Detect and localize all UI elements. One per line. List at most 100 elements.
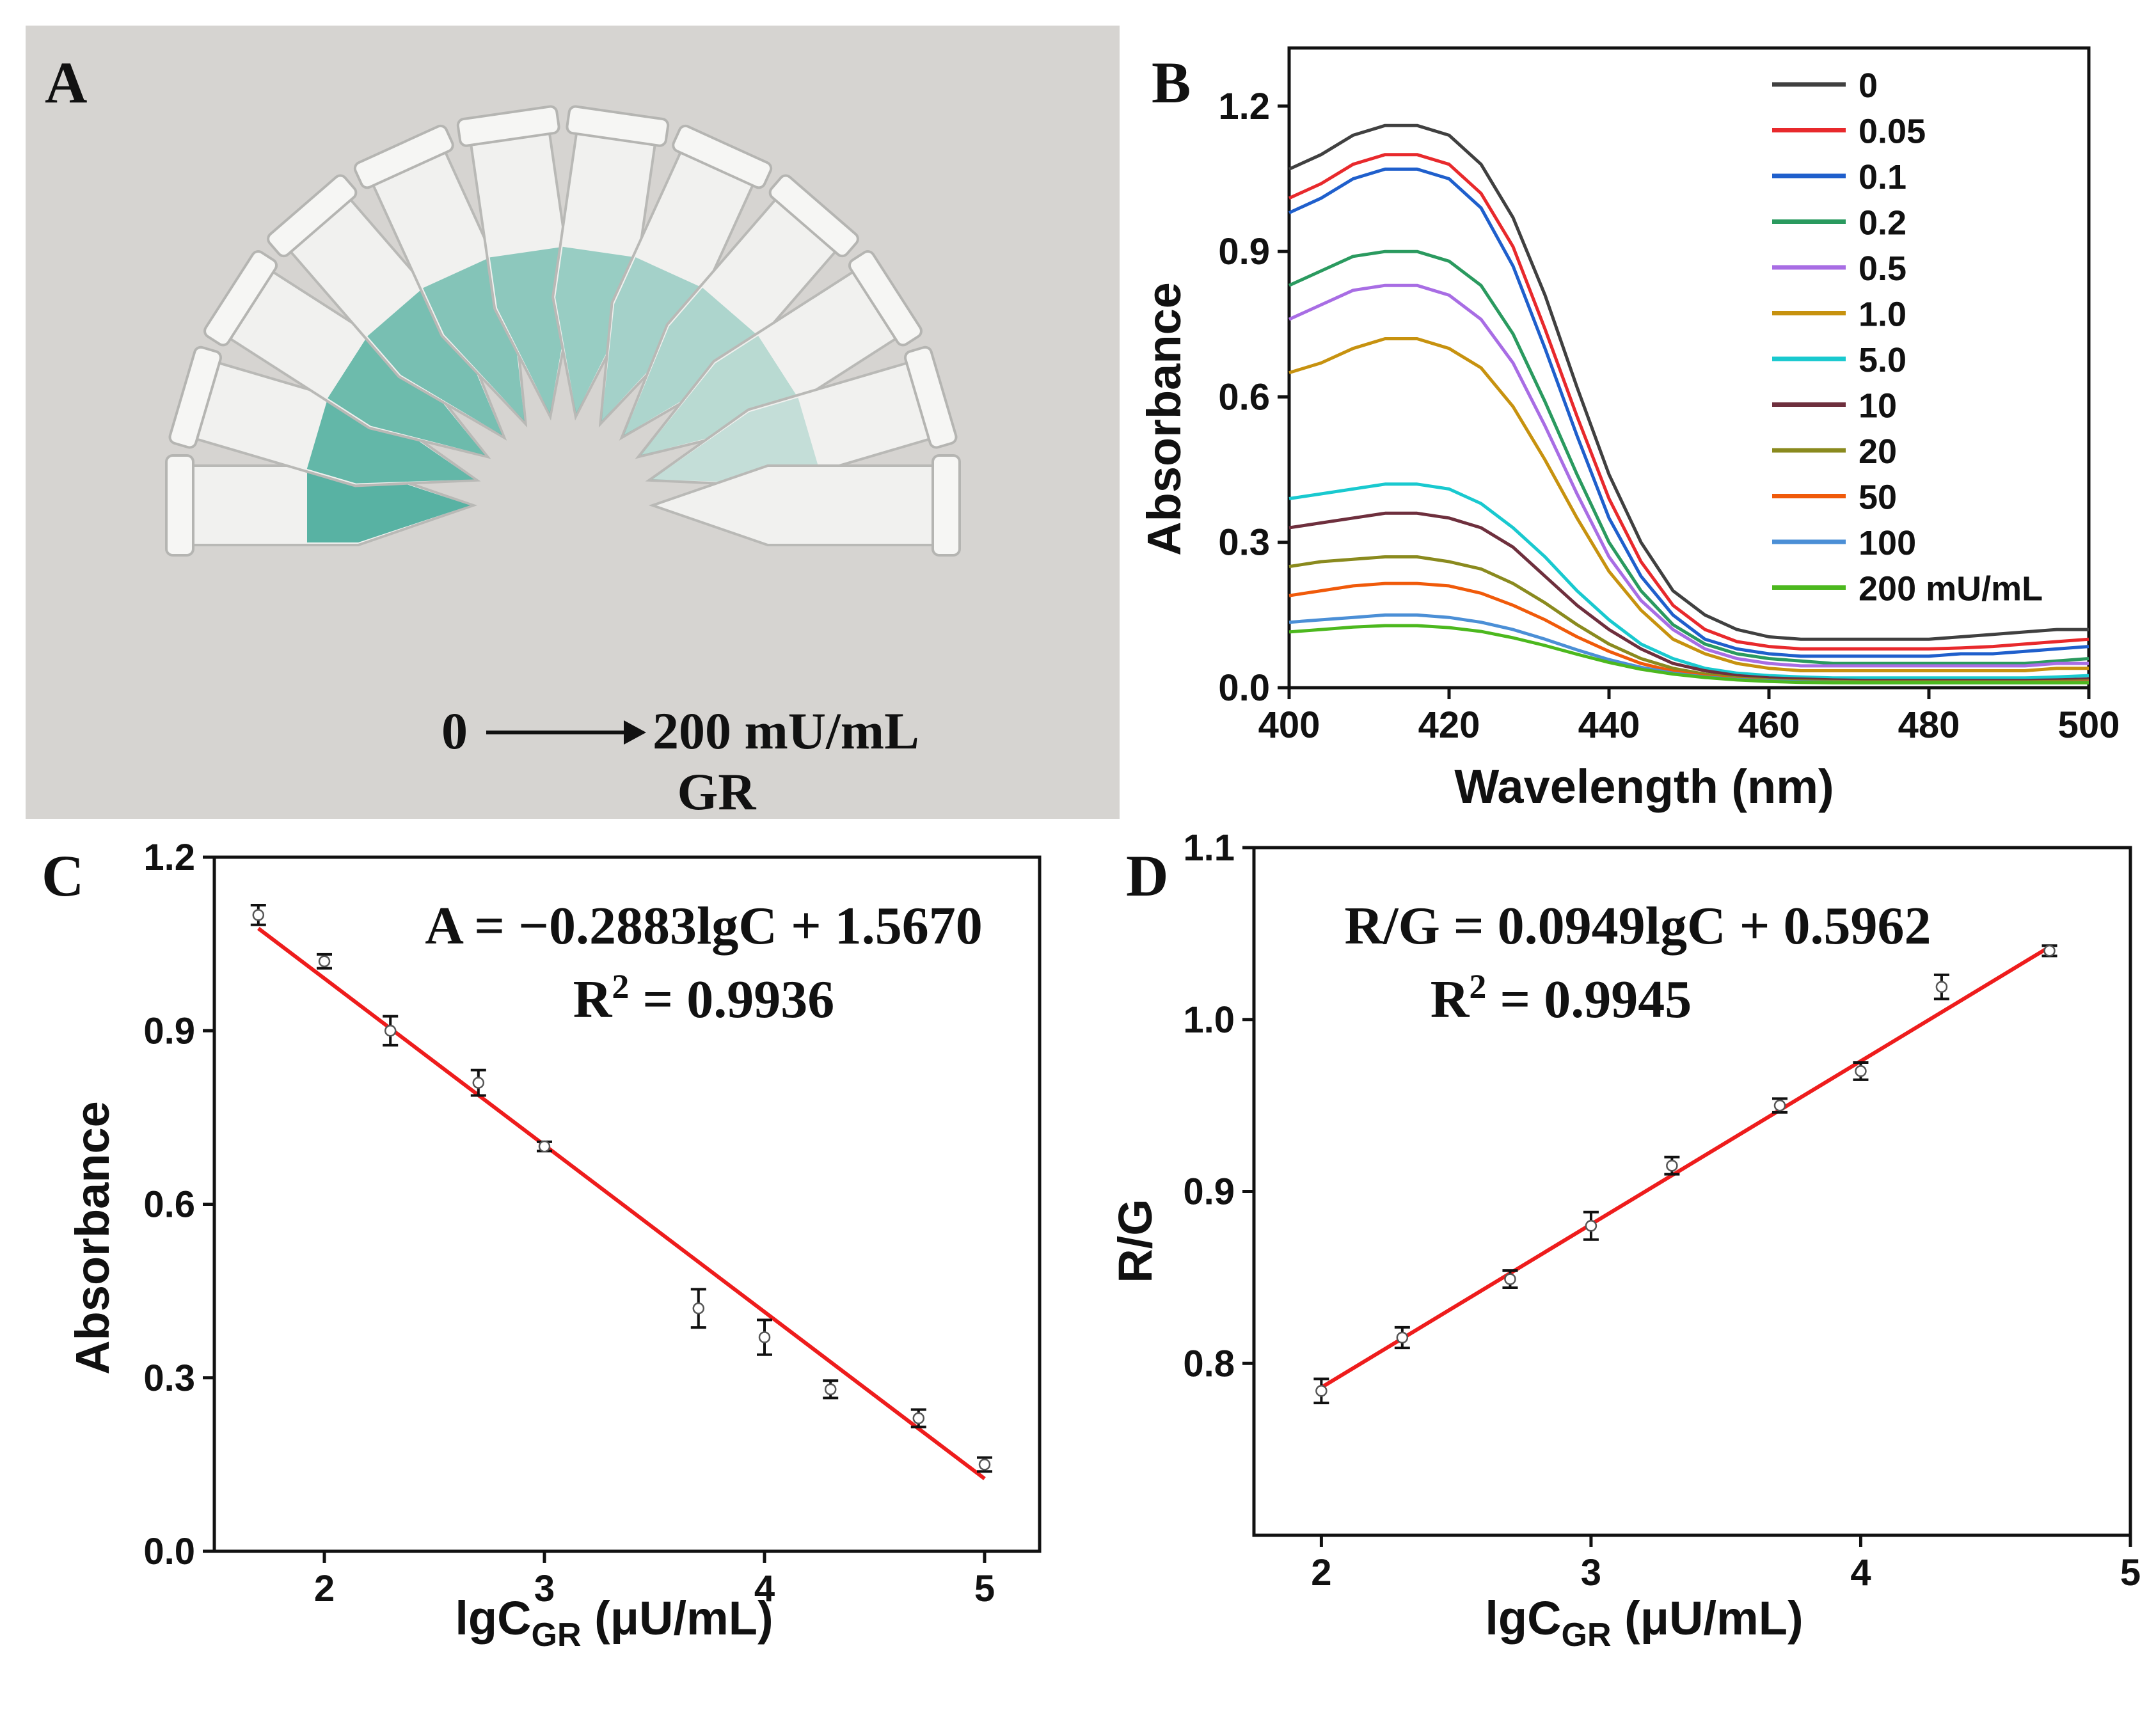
b-y-tick-label: 0.0 bbox=[1218, 667, 1270, 709]
tube-solution bbox=[367, 287, 502, 436]
b-y-tick-label: 1.2 bbox=[1218, 86, 1270, 127]
c-data-point bbox=[384, 1025, 397, 1037]
c-y-tick-label: 0.0 bbox=[143, 1531, 195, 1572]
b-y-axis-label: Absorbance bbox=[1137, 282, 1191, 556]
tube bbox=[165, 454, 478, 557]
tube-cap bbox=[903, 345, 958, 449]
c-x-tick-label: 3 bbox=[534, 1568, 555, 1609]
b-y-tick-label: 0.3 bbox=[1218, 522, 1270, 564]
c-data-point bbox=[912, 1412, 925, 1425]
c-r2-value: = 0.9936 bbox=[629, 970, 834, 1029]
b-x-tick-label: 440 bbox=[1578, 704, 1640, 746]
c-fit-line bbox=[257, 926, 986, 1480]
range-end-label: 200 mU/mL bbox=[653, 702, 919, 760]
d-data-point bbox=[2043, 945, 2056, 957]
c-x-axis-main: lgC bbox=[455, 1592, 531, 1645]
b-series-line bbox=[1288, 283, 2089, 668]
panel-c: C Absorbance lgCGR (μU/mL) 2 3 4 5 0.0 0.3 0.6… bbox=[42, 837, 1042, 1654]
b-legend-label: 20 bbox=[1859, 432, 1897, 471]
d-x-axis-unit: (μU/mL) bbox=[1612, 1592, 1803, 1645]
b-legend-label: 100 bbox=[1859, 524, 1916, 562]
c-r2-sup: 2 bbox=[612, 967, 629, 1006]
c-x-axis-label: lgCGR (μU/mL) bbox=[455, 1592, 773, 1654]
c-x-axis-unit: (μU/mL) bbox=[582, 1592, 773, 1645]
d-x-tick-label: 4 bbox=[1850, 1552, 1871, 1594]
range-arrow-head-icon bbox=[624, 720, 646, 745]
tube bbox=[267, 174, 507, 441]
c-x-tick-label: 5 bbox=[974, 1568, 995, 1609]
b-legend-label: 5.0 bbox=[1859, 341, 1906, 379]
tube-solution bbox=[640, 335, 798, 455]
c-x-tick-label: 2 bbox=[314, 1568, 335, 1609]
d-data-point bbox=[1585, 1220, 1597, 1232]
panel-d: D R/G lgCGR (μU/mL) 2 3 4 5 0.8 0.9 1.0 1.1 R/G… bbox=[1109, 827, 2141, 1654]
c-r-squared: R2 = 0.9936 bbox=[573, 967, 835, 1029]
range-start-label: 0 bbox=[441, 702, 468, 760]
tube-cap bbox=[672, 124, 773, 189]
c-plot-area: 2 3 4 5 0.0 0.3 0.6 0.9 1.2 bbox=[143, 837, 1042, 1609]
b-x-tick-label: 480 bbox=[1898, 704, 1960, 746]
d-y-tick-label: 1.0 bbox=[1183, 999, 1235, 1041]
b-legend-label: 0.2 bbox=[1859, 204, 1906, 242]
d-data-point bbox=[1935, 981, 1948, 993]
b-series-line bbox=[1288, 153, 2089, 651]
tube-cap bbox=[168, 345, 223, 449]
tube-solution bbox=[624, 287, 759, 436]
c-axes-frame bbox=[212, 855, 1042, 1553]
tube-cap bbox=[848, 250, 923, 347]
c-equation: A = −0.2883lgC + 1.5670 bbox=[425, 896, 983, 956]
tube bbox=[551, 105, 670, 421]
c-data-point bbox=[692, 1302, 705, 1315]
d-data-point bbox=[1315, 1385, 1328, 1397]
tube-cap bbox=[203, 250, 278, 347]
d-y-tick-label: 0.8 bbox=[1183, 1343, 1235, 1384]
tube-cap bbox=[165, 454, 194, 557]
panel-letter-c: C bbox=[42, 843, 84, 908]
b-x-tick-label: 400 bbox=[1258, 704, 1320, 746]
tube bbox=[635, 250, 923, 459]
b-legend-label: 0.05 bbox=[1859, 113, 1926, 151]
tube-cap bbox=[566, 105, 670, 147]
tube bbox=[648, 454, 961, 557]
tube bbox=[203, 250, 491, 459]
c-r2-label: R bbox=[573, 970, 613, 1029]
b-y-tick-label: 0.9 bbox=[1218, 231, 1270, 273]
c-data-point bbox=[824, 1383, 837, 1396]
panel-letter-d: D bbox=[1126, 843, 1168, 908]
c-data-point bbox=[472, 1077, 485, 1089]
panel-b: B Absorbance Wavelength (nm) 400 420 440 46… bbox=[1137, 46, 2120, 813]
d-data-point bbox=[1773, 1099, 1786, 1112]
c-data-point bbox=[318, 955, 331, 967]
d-data-point bbox=[1666, 1159, 1678, 1172]
d-r-squared: R2 = 0.9945 bbox=[1431, 967, 1692, 1029]
tube-cap bbox=[931, 454, 961, 557]
b-series-line bbox=[1288, 123, 2089, 641]
tube-cap bbox=[456, 105, 560, 147]
tube-solution bbox=[307, 468, 470, 542]
panel-letter-a: A bbox=[45, 50, 87, 115]
c-data-point bbox=[758, 1331, 771, 1343]
tube-cap bbox=[768, 174, 859, 258]
c-data-point bbox=[252, 909, 265, 921]
tube-solution bbox=[328, 335, 486, 455]
d-fit-line bbox=[1320, 945, 2051, 1389]
c-data-point bbox=[978, 1459, 991, 1471]
b-legend-label: 200 mU/mL bbox=[1859, 570, 2043, 608]
tube bbox=[598, 124, 773, 428]
c-x-axis-sub: GR bbox=[532, 1617, 582, 1654]
c-y-tick-label: 0.9 bbox=[143, 1010, 195, 1052]
tube-cap bbox=[267, 174, 358, 258]
d-r2-label: R bbox=[1431, 970, 1470, 1029]
d-y-axis-label: R/G bbox=[1109, 1199, 1162, 1283]
b-x-axis-label: Wavelength (nm) bbox=[1454, 760, 1834, 813]
tube-solution bbox=[489, 246, 571, 414]
b-series-line bbox=[1288, 482, 2089, 680]
d-data-point bbox=[1504, 1273, 1516, 1285]
b-legend-label: 10 bbox=[1859, 387, 1897, 425]
d-y-tick-label: 1.1 bbox=[1183, 827, 1235, 869]
c-x-tick-label: 4 bbox=[754, 1568, 775, 1609]
tube bbox=[645, 345, 958, 487]
d-plot-area: 2 3 4 5 0.8 0.9 1.0 1.1 bbox=[1183, 827, 2141, 1594]
c-y-axis-label: Absorbance bbox=[66, 1101, 119, 1375]
